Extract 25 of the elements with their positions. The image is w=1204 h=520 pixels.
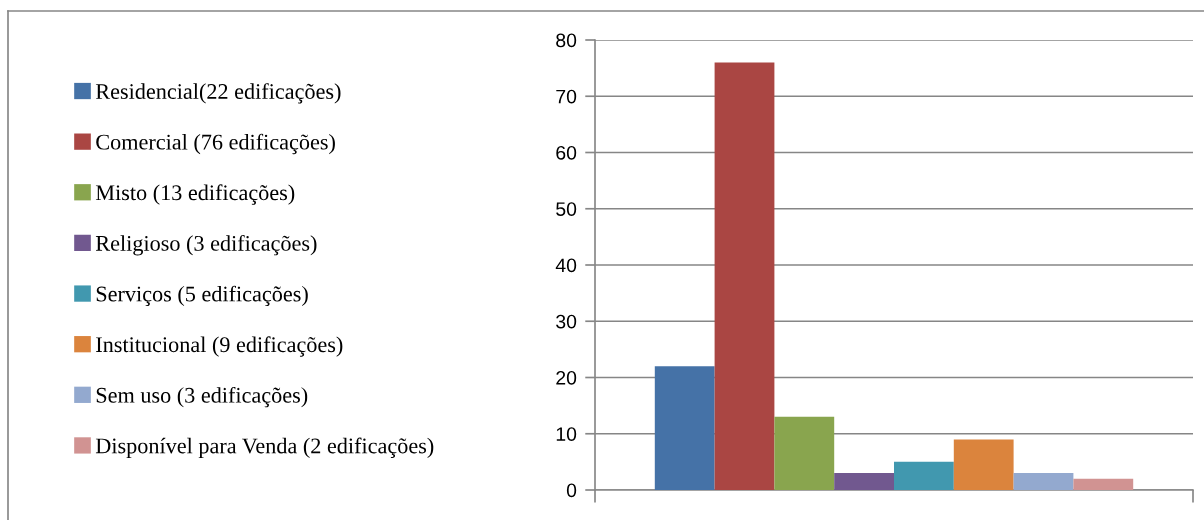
y-tick-label: 20	[556, 370, 577, 385]
y-tick-label: 30	[556, 314, 577, 329]
legend-label: Sem uso (3 edificações)	[96, 386, 308, 408]
bar	[1073, 478, 1134, 490]
y-tick-label: 70	[556, 89, 577, 104]
legend-label: Serviços (5 edificações)	[96, 285, 308, 307]
bar	[953, 439, 1014, 490]
y-tick-label: 10	[556, 427, 577, 441]
legend-label: Religioso (3 edificações)	[95, 234, 317, 256]
legend-label: Residencial(22 edificações)	[95, 83, 341, 104]
legend-label: Misto (13 edificações)	[95, 184, 295, 205]
y-tick-label: 0	[566, 483, 577, 498]
bar	[1013, 473, 1074, 490]
y-tick-label: 50	[556, 202, 577, 216]
bar	[894, 461, 954, 490]
y-tick-label: 40	[555, 258, 577, 273]
bar	[834, 473, 894, 490]
bar	[654, 366, 715, 490]
legend-label: Institucional (9 edificações)	[96, 336, 343, 357]
y-tick-label: 80	[556, 33, 577, 48]
legend-label: Disponível para Venda (2 edificações)	[95, 437, 434, 458]
bar	[774, 416, 835, 490]
legend-label: Comercial (76 edificações)	[96, 133, 335, 155]
bar	[714, 62, 775, 490]
y-tick-label: 60	[556, 145, 577, 160]
